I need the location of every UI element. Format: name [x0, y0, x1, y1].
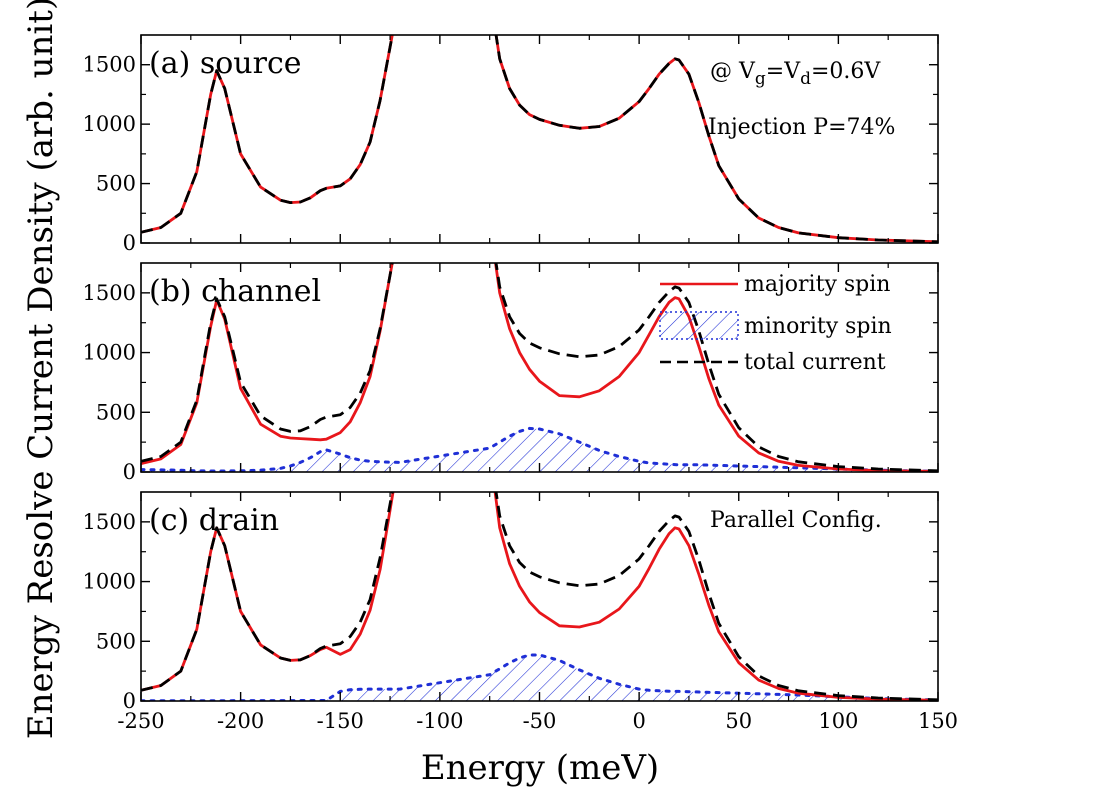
legend-minority-label: minority spin: [744, 314, 892, 339]
x-tick-label: -200: [217, 709, 264, 733]
panel-label: (b) channel: [149, 274, 321, 309]
x-tick-label: 150: [918, 709, 958, 733]
y-tick-label: 500: [96, 172, 136, 196]
x-tick-label: 100: [818, 709, 858, 733]
total-current-line: [141, 35, 938, 243]
y-tick-label: 500: [96, 629, 136, 653]
y-tick-label: 500: [96, 400, 136, 424]
plot-area: [141, 263, 938, 472]
y-tick-label: 1500: [83, 53, 136, 77]
x-tick-label: 0: [632, 709, 645, 733]
x-axis-title: Energy (meV): [421, 748, 659, 788]
x-tick-label: -50: [523, 709, 557, 733]
panel-channel: 0 500 1000 1500 (b) channel: [83, 262, 939, 484]
y-tick-label: 1500: [83, 510, 136, 534]
legend: majority spin minority spin total curren…: [659, 272, 892, 375]
injection-annotation: Injection P=74%: [708, 115, 895, 140]
x-tick-label: 50: [725, 709, 752, 733]
total-current-line: [141, 492, 938, 701]
majority-spin-line: [141, 263, 938, 472]
panel-label: (c) drain: [149, 503, 279, 538]
legend-majority-label: majority spin: [744, 272, 890, 297]
minority-spin-line: [141, 426, 938, 472]
panel-label: (a) source: [149, 46, 302, 81]
y-tick-label: 1000: [83, 570, 136, 594]
panel-drain: 0 500 1000 1500 -250 -200 -150 -100 -50 0 50 100 150…: [83, 491, 958, 733]
y-tick-label: 0: [123, 689, 136, 713]
panel-source: 0 500 1000 1500 (a) source: [83, 34, 939, 255]
y-tick-label: 0: [123, 231, 136, 255]
total-current-line: [141, 263, 938, 472]
legend-total-label: total current: [744, 350, 886, 375]
plot-area: [141, 492, 938, 701]
x-tick-label: -250: [117, 709, 164, 733]
y-tick-label: 1000: [83, 341, 136, 365]
minority-spin-area: [141, 655, 938, 701]
y-tick-label: 1500: [83, 281, 136, 305]
bias-annotation: @ Vg=Vd=0.6V: [710, 59, 881, 89]
y-axis-title: Energy Resolve Current Density (arb. uni…: [21, 0, 61, 739]
minority-spin-area: [141, 428, 938, 472]
majority-spin-line: [141, 492, 938, 701]
x-tick-label: -150: [317, 709, 364, 733]
parallel-config-annotation: Parallel Config.: [710, 508, 882, 533]
plot-area: [141, 35, 938, 243]
x-tick-label: -100: [416, 709, 463, 733]
legend-minority-swatch: [659, 311, 739, 340]
y-tick-label: 0: [123, 460, 136, 484]
y-tick-label: 1000: [83, 112, 136, 136]
